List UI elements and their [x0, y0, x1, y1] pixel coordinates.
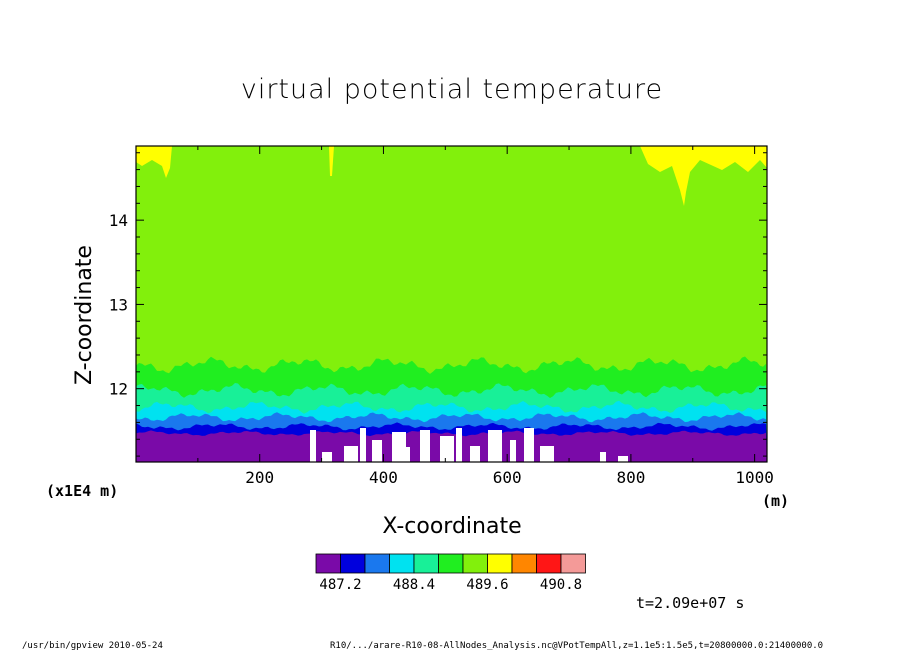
- missing-data-gap: [470, 446, 480, 462]
- y-scale-note: (x1E4 m): [46, 482, 119, 500]
- missing-data-gap: [392, 432, 406, 462]
- missing-data-gap: [510, 440, 516, 462]
- colorbar-swatch: [389, 553, 415, 574]
- colorbar-swatch: [340, 553, 366, 574]
- missing-data-gap: [310, 430, 316, 462]
- colorbar-swatch: [487, 553, 513, 574]
- missing-data-gap: [360, 428, 366, 462]
- colorbar-label: 488.4: [393, 577, 435, 593]
- axes: 200 400 600 800 1000 12 13 14: [109, 145, 774, 487]
- colorbar-swatch: [364, 553, 390, 574]
- missing-data-gap: [524, 428, 534, 462]
- colorbar-label: 487.2: [319, 577, 361, 593]
- x-tick-label: 400: [369, 468, 398, 487]
- time-label: t=2.09e+07 s: [636, 594, 745, 612]
- missing-data-gap: [420, 430, 430, 462]
- colorbar: 487.2 488.4 489.6 490.8: [315, 553, 586, 593]
- x-tick-label: 600: [493, 468, 522, 487]
- colorbar-swatch: [438, 553, 464, 574]
- colorbar-label: 490.8: [540, 577, 582, 593]
- warm-patch-mid: [329, 146, 334, 176]
- x-axis-unit: (m): [762, 492, 790, 510]
- missing-data-gap: [440, 436, 454, 462]
- colorbar-swatch: [462, 553, 488, 574]
- colorbar-swatch: [536, 553, 562, 574]
- footer-right: R10/.../arare-R10-08-AllNodes_Analysis.n…: [330, 641, 824, 651]
- x-tick-label: 1000: [735, 468, 774, 487]
- missing-data-gap: [618, 456, 628, 462]
- chart-title: virtual potential temperature: [240, 74, 664, 105]
- plot-area: [136, 146, 767, 462]
- footer-left: /usr/bin/gpview 2010-05-24: [22, 641, 163, 651]
- x-axis-label: X-coordinate: [382, 514, 522, 539]
- colorbar-swatch: [315, 553, 341, 574]
- colorbar-swatch: [511, 553, 537, 574]
- missing-data-gap: [600, 452, 606, 462]
- warm-patch-right: [640, 146, 767, 206]
- missing-data-gap: [404, 447, 410, 462]
- missing-data-gap: [456, 428, 462, 462]
- missing-data-gap: [322, 452, 332, 462]
- y-tick-label: 12: [109, 380, 128, 399]
- colorbar-label: 489.6: [466, 577, 508, 593]
- y-axis-label: Z-coordinate: [72, 245, 97, 385]
- missing-data-gap: [540, 446, 554, 462]
- colorbar-swatch: [560, 553, 586, 574]
- missing-data-gap: [372, 440, 382, 462]
- x-tick-label: 800: [616, 468, 645, 487]
- y-tick-label: 14: [109, 211, 128, 230]
- x-tick-label: 200: [245, 468, 274, 487]
- missing-data-gap: [344, 446, 358, 462]
- missing-data-gap: [488, 430, 502, 462]
- y-tick-label: 13: [109, 295, 128, 314]
- colorbar-swatch: [413, 553, 439, 574]
- warm-patch-left: [136, 146, 172, 178]
